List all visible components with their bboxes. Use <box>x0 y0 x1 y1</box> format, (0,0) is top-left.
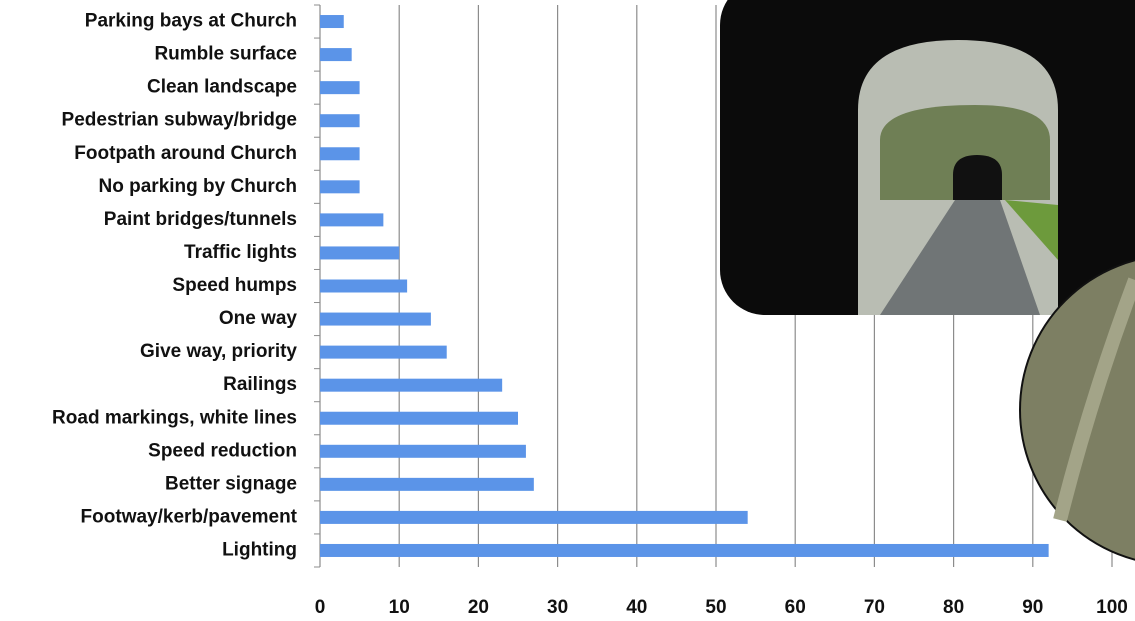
x-tick-label: 10 <box>389 597 410 618</box>
y-tick-label: No parking by Church <box>99 176 297 197</box>
bar <box>320 444 526 458</box>
y-tick-label: Pedestrian subway/bridge <box>62 110 297 131</box>
x-tick-label: 20 <box>468 597 489 618</box>
bar <box>320 345 447 359</box>
x-tick-label: 80 <box>943 597 964 618</box>
x-tick-label: 0 <box>315 597 326 618</box>
bar <box>320 543 1049 557</box>
x-tick-label: 90 <box>1022 597 1043 618</box>
bar <box>320 114 360 128</box>
circle-photo <box>1019 259 1135 561</box>
y-tick-label: Paint bridges/tunnels <box>104 209 297 230</box>
y-tick-label: Parking bays at Church <box>85 11 297 32</box>
inner-arch <box>953 155 1002 200</box>
y-tick-label: Road markings, white lines <box>52 407 297 428</box>
bridge <box>880 105 1050 200</box>
bar <box>320 312 431 326</box>
y-tick-label: Clean landscape <box>147 77 297 98</box>
verge <box>1005 200 1058 260</box>
photos <box>720 0 1135 561</box>
bar <box>320 246 400 260</box>
bar <box>320 147 360 161</box>
bar <box>320 279 408 293</box>
bar <box>320 213 384 227</box>
x-tick-label: 100 <box>1096 597 1128 618</box>
y-tick-label: Rumble surface <box>154 44 297 65</box>
bar <box>320 15 344 29</box>
x-tick-label: 40 <box>626 597 647 618</box>
bar <box>320 180 360 194</box>
x-tick-label: 60 <box>785 597 806 618</box>
y-tick-label: Footway/kerb/pavement <box>81 506 298 527</box>
circle-detail <box>1053 277 1135 522</box>
y-tick-label: Speed reduction <box>148 440 297 461</box>
bar <box>320 81 360 95</box>
y-tick-label: Give way, priority <box>140 341 297 362</box>
road <box>880 200 1040 315</box>
y-tick-label: Footpath around Church <box>74 143 297 164</box>
y-tick-label: Better signage <box>165 473 297 494</box>
y-tick-label: Speed humps <box>172 275 297 296</box>
bar <box>320 48 352 62</box>
y-tick-label: One way <box>219 308 298 329</box>
bar <box>320 378 503 392</box>
y-tick-label: Traffic lights <box>184 242 297 263</box>
bar <box>320 510 748 524</box>
x-tick-label: 30 <box>547 597 568 618</box>
y-tick-label: Railings <box>223 374 297 395</box>
x-tick-label: 50 <box>705 597 726 618</box>
y-tick-label: Lighting <box>222 539 297 560</box>
bar <box>320 477 534 491</box>
bar <box>320 411 518 425</box>
x-tick-label: 70 <box>864 597 885 618</box>
